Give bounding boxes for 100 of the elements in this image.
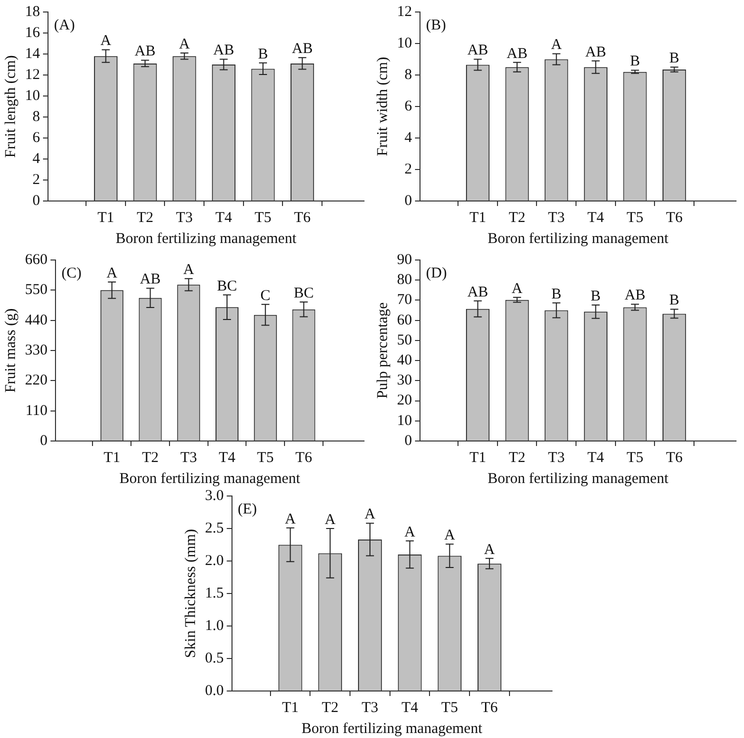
y-tick-label: 90 [397,252,412,268]
annotation: AB [624,288,646,304]
x-tick-label: T2 [136,210,154,226]
x-tick-label: T4 [401,700,419,716]
x-tick-label: T2 [508,450,526,466]
y-tick-label: 4 [404,130,412,146]
y-tick-label: 2 [32,172,40,188]
y-tick-label: 6 [404,98,412,114]
x-tick-label: T5 [626,210,644,226]
y-tick-label: 8 [32,108,40,125]
x-tick-label: T1 [104,450,120,466]
y-tick-label: 0.5 [205,650,224,666]
x-tick-label: T5 [441,700,458,716]
annotation: AB [506,46,528,62]
y-tick-label: 550 [25,282,48,298]
x-tick-label: T6 [294,210,312,226]
y-tick-label: 220 [25,372,48,389]
annotation: AB [213,42,234,59]
annotation: A [484,542,496,558]
x-tick-label: T6 [666,210,684,226]
x-tick-label: T4 [215,210,233,226]
x-tick-label: T5 [254,210,272,226]
y-tick-label: 0 [40,432,48,449]
y-tick-label: 4 [32,150,40,167]
y-tick-label: 8 [404,66,412,83]
y-tick-label: 0 [404,432,412,449]
x-tick-label: T4 [587,450,605,466]
text: (E) [238,501,257,518]
annotation: BC [217,278,238,294]
y-tick-label: 330 [25,342,48,358]
annotation: B [590,288,601,304]
x-tick-label: T1 [97,210,114,226]
y-tick-label: 30 [397,372,412,389]
annotation: A [106,265,118,282]
annotation: B [669,50,680,67]
x-axis-title: Boron fertilizing management [488,470,670,487]
y-tick-label: 16 [25,24,40,41]
y-tick-label: 70 [397,292,412,308]
text: (B) [426,17,446,34]
x-axis-title: Boron fertilizing management [116,230,298,247]
y-tick-label: 10 [397,35,412,52]
x-tick-label: T4 [587,210,605,226]
annotation: A [550,37,562,54]
annotation: A [404,524,416,540]
annotation: B [551,286,562,302]
x-tick-label: T3 [180,450,197,466]
annotation: B [630,54,640,70]
y-tick-label: 10 [397,412,412,429]
x-tick-label: T5 [626,450,644,466]
x-tick-label: T6 [481,700,498,716]
y-tick-label: 50 [397,332,412,348]
annotation: A [183,262,194,278]
x-tick-label: T6 [295,450,313,466]
y-tick-label: 1.0 [205,618,224,634]
x-tick-label: T2 [322,700,338,716]
annotation: C [260,288,270,304]
x-axis-title: Boron fertilizing management [488,230,670,247]
annotation: A [324,512,336,528]
annotation: AB [292,41,313,58]
annotation: AB [467,284,488,300]
y-tick-label: 660 [25,252,48,268]
y-tick-label: 0 [32,192,40,209]
y-axis-title: Fruit width (cm) [374,56,391,156]
y-tick-label: 0.0 [205,682,224,699]
y-tick-label: 18 [25,4,40,20]
annotation: AB [585,44,606,60]
x-tick-label: T6 [666,450,684,466]
y-tick-label: 440 [25,312,48,328]
y-axis-title: Skin Thickness (mm) [182,529,199,658]
x-axis-title: Boron fertilizing management [301,720,484,737]
y-tick-label: 12 [397,4,412,20]
y-tick-label: 2.5 [205,520,224,536]
annotation: A [512,280,523,297]
y-tick-label: 2 [404,161,412,178]
y-tick-label: 1.5 [205,585,224,602]
y-tick-label: 14 [25,46,40,62]
y-tick-label: 6 [32,130,40,146]
annotation: B [258,46,268,62]
y-tick-label: 40 [397,352,412,368]
y-tick-label: 20 [397,392,412,409]
x-tick-label: T3 [548,210,565,226]
annotation: A [178,36,190,52]
x-tick-label: T2 [508,210,526,226]
y-axis-title: Pulp percentage [374,302,391,399]
text: (D) [426,265,447,282]
x-tick-label: T1 [469,450,486,466]
annotation: BC [294,285,314,302]
annotation: AB [134,44,156,60]
y-tick-label: 80 [397,272,412,288]
x-tick-label: T2 [142,450,159,466]
x-tick-label: T4 [218,450,236,466]
y-tick-label: 12 [25,66,40,83]
y-tick-label: 110 [26,402,48,419]
annotation: A [284,511,296,528]
y-axis-title: Fruit mass (g) [2,308,19,393]
y-tick-label: 60 [397,312,412,328]
y-tick-label: 3.0 [205,488,224,504]
text: (A) [54,17,75,34]
y-tick-label: 0 [404,192,412,209]
y-tick-label: 10 [25,88,40,104]
